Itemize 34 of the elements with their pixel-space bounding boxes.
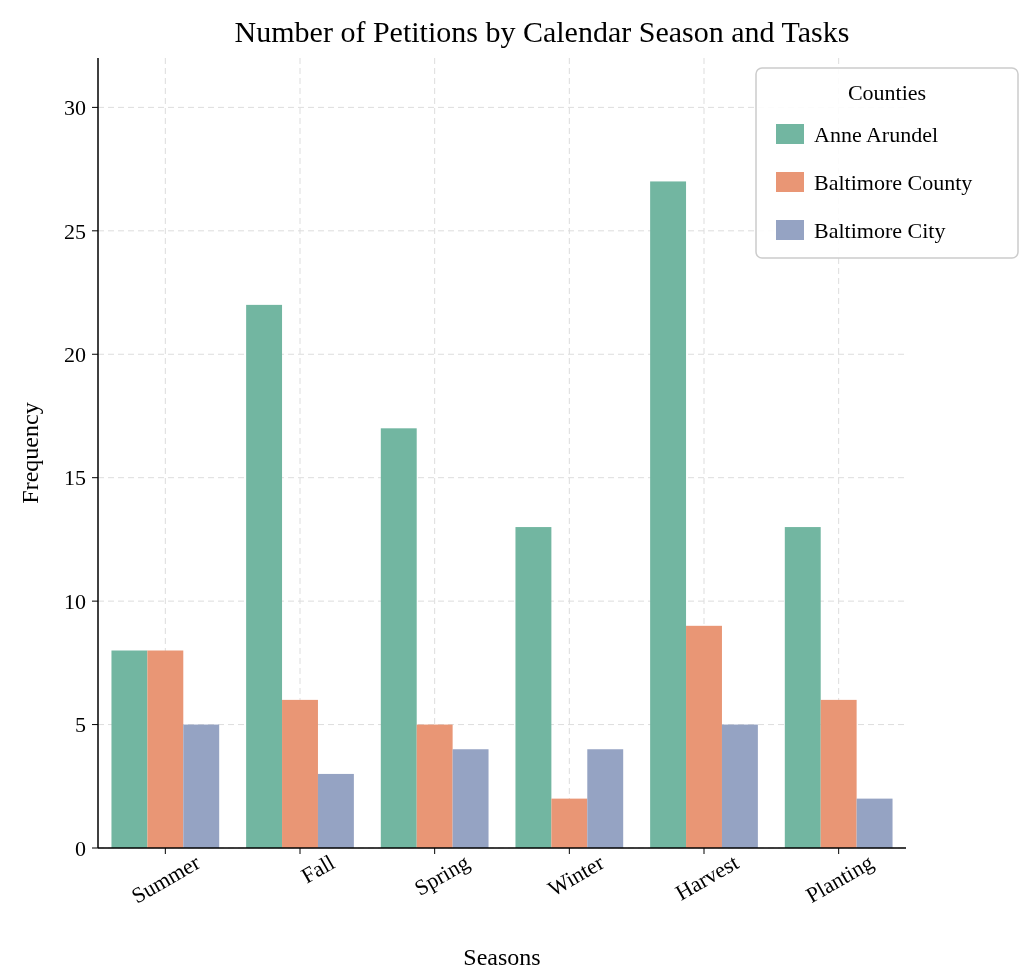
bar (416, 724, 453, 848)
y-tick-label: 25 (64, 218, 86, 244)
bar (686, 625, 722, 848)
bar (650, 181, 687, 848)
bar (246, 304, 283, 848)
y-tick-label: 5 (75, 712, 86, 738)
chart-title: Number of Petitions by Calendar Season and Tasks (234, 15, 850, 48)
bar (856, 798, 893, 848)
legend-title: Counties (847, 80, 927, 105)
bar (317, 773, 354, 848)
y-axis-title: Frequency (17, 402, 43, 504)
legend-label: Anne Arundel (814, 121, 939, 147)
legend-label: Baltimore City (814, 217, 946, 243)
bar (587, 749, 624, 848)
bar (784, 527, 821, 848)
bar (282, 699, 318, 848)
x-axis-title: Seasons (463, 944, 541, 970)
y-tick-label: 10 (64, 588, 86, 614)
bar (452, 749, 489, 848)
x-tick-label: Winter (543, 849, 609, 902)
bar (820, 699, 857, 848)
y-tick-label: 15 (64, 465, 86, 491)
bar (551, 798, 588, 848)
legend-label: Baltimore County (814, 169, 973, 195)
bar (515, 527, 552, 848)
bar (721, 724, 758, 848)
y-tick-label: 20 (64, 341, 86, 367)
bar (183, 724, 220, 848)
bar (380, 428, 417, 848)
x-tick-label: Fall (296, 849, 339, 889)
bar (147, 650, 184, 848)
y-tick-label: 30 (64, 95, 86, 121)
bar (111, 650, 148, 848)
y-tick-label: 0 (75, 835, 86, 861)
